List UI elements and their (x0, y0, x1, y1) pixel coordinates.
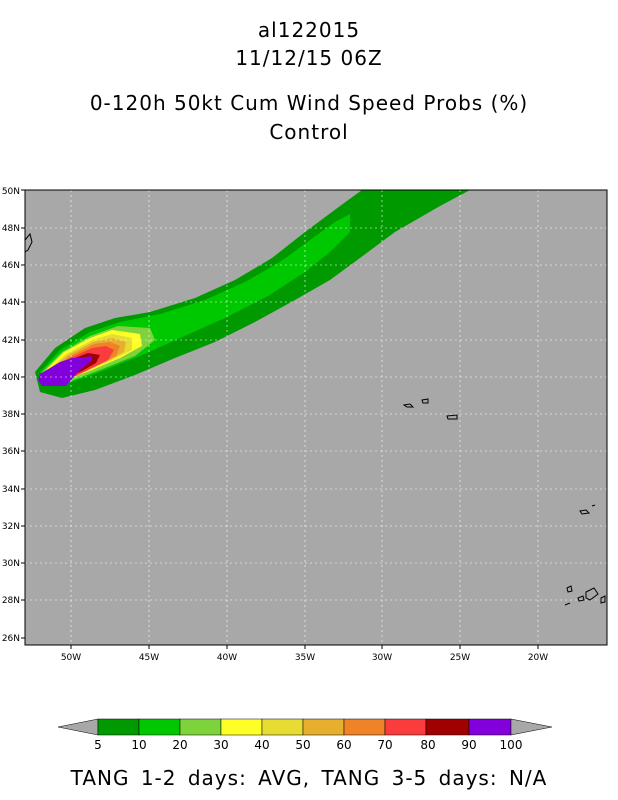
storm-id-title: al122015 (257, 18, 361, 42)
colorbar-label: 100 (500, 738, 523, 752)
colorbar-segment-50 (302, 718, 345, 736)
lon-label: 50W (61, 653, 81, 663)
azores-island-3 (446, 414, 458, 420)
graticule (25, 190, 607, 645)
canary-island-3 (585, 587, 599, 601)
colorbar (57, 718, 553, 736)
azores-island-1 (402, 403, 415, 408)
colorbar-segment-60 (343, 718, 386, 736)
colorbar-label: 40 (254, 738, 269, 752)
datetime-title: 11/12/15 06Z (235, 46, 383, 70)
lat-label: 28N (2, 596, 20, 606)
lat-label: 42N (2, 336, 20, 346)
lat-label: 36N (2, 447, 20, 457)
lon-label: 30W (372, 653, 392, 663)
lat-label: 30N (2, 559, 20, 569)
colorbar-segment-5 (97, 718, 140, 736)
lat-label: 48N (2, 224, 20, 234)
lat-label: 26N (2, 634, 20, 644)
colorbar-label: 70 (377, 738, 392, 752)
colorbar-label: 80 (420, 738, 435, 752)
canary-island-2 (577, 595, 585, 602)
lat-ticks (21, 189, 25, 639)
lat-label: 44N (2, 298, 20, 308)
colorbar-segment-40 (261, 718, 304, 736)
lon-ticks (70, 645, 539, 649)
lon-label: 20W (528, 653, 548, 663)
canary-island-5 (600, 595, 606, 604)
colorbar-segment-70 (384, 718, 427, 736)
coast-newfoundland (24, 232, 33, 253)
colorbar-segment-80 (425, 718, 470, 736)
colorbar-label: 20 (172, 738, 187, 752)
lon-label: 25W (450, 653, 470, 663)
lat-label: 34N (2, 485, 20, 495)
lat-label: 46N (2, 261, 20, 271)
lat-label: 32N (2, 522, 20, 532)
colorbar-label: 90 (461, 738, 476, 752)
azores-island-2 (421, 398, 429, 404)
colorbar-segment-20 (179, 718, 222, 736)
run-title: Control (269, 120, 349, 144)
map-frame (24, 189, 608, 646)
colorbar-segment-90 (468, 718, 512, 736)
lon-label: 40W (217, 653, 237, 663)
colorbar-label: 60 (336, 738, 351, 752)
colorbar-segment-10 (138, 718, 181, 736)
footer-tang-summary: TANG 1-2 days: AVG, TANG 3-5 days: N/A (70, 766, 548, 790)
swath-5 (35, 190, 607, 398)
lat-axis: 50N 48N 46N 44N 42N 40N 38N 36N 34N 32N … (2, 187, 20, 644)
lat-label: 38N (2, 410, 20, 420)
colorbar-segment-30 (220, 718, 263, 736)
canary-island-1 (566, 585, 573, 593)
product-title: 0-120h 50kt Cum Wind Speed Probs (%) (89, 91, 529, 115)
lon-label: 35W (295, 653, 315, 663)
colorbar-label: 50 (295, 738, 310, 752)
lat-label: 40N (2, 373, 20, 383)
lon-axis: 50W 45W 40W 35W 30W 25W 20W (61, 653, 548, 663)
swath-90 (38, 356, 92, 386)
colorbar-label: 10 (131, 738, 146, 752)
madeira-island (579, 509, 591, 515)
lon-label: 45W (139, 653, 159, 663)
madeira-island-2 (591, 504, 596, 507)
colorbar-left-arrow (57, 718, 99, 736)
lat-label: 50N (2, 187, 20, 197)
canary-island-4 (564, 602, 571, 606)
colorbar-label: 30 (213, 738, 228, 752)
colorbar-right-arrow (510, 718, 553, 736)
coastlines (24, 232, 606, 606)
colorbar-label: 5 (94, 738, 102, 752)
colorbar-labels: 5 10 20 30 40 50 60 70 80 90 100 (94, 738, 522, 752)
